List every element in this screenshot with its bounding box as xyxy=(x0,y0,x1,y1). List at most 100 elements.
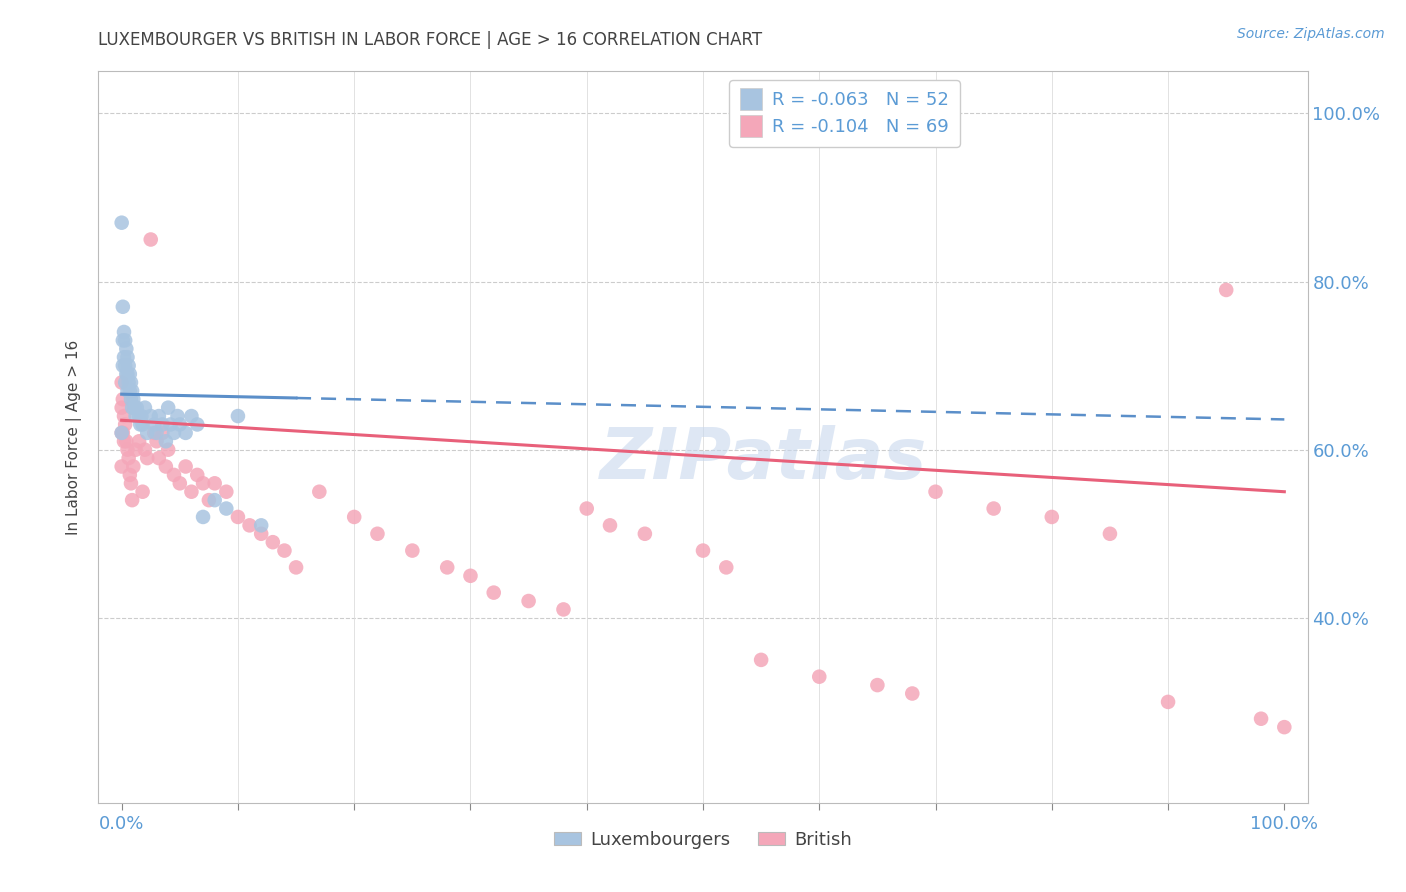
Point xyxy=(120,376,142,390)
Point xyxy=(250,526,273,541)
Point xyxy=(155,459,177,474)
Point xyxy=(143,417,166,432)
Point xyxy=(163,467,186,482)
Point xyxy=(204,493,226,508)
Point xyxy=(134,442,156,457)
Point xyxy=(262,535,284,549)
Point xyxy=(111,392,134,407)
Y-axis label: In Labor Force | Age > 16: In Labor Force | Age > 16 xyxy=(66,340,83,534)
Point xyxy=(482,585,505,599)
Point xyxy=(131,409,153,423)
Point xyxy=(186,467,208,482)
Point xyxy=(131,484,153,499)
Point xyxy=(121,401,143,415)
Point xyxy=(145,425,167,440)
Point xyxy=(436,560,458,574)
Point xyxy=(1098,526,1121,541)
Point xyxy=(215,484,238,499)
Point xyxy=(983,501,1005,516)
Point xyxy=(139,409,162,423)
Point xyxy=(128,409,150,423)
Point xyxy=(134,401,156,415)
Point xyxy=(150,417,173,432)
Point xyxy=(308,484,330,499)
Point xyxy=(157,401,180,415)
Point xyxy=(215,501,238,516)
Point xyxy=(163,425,186,440)
Point xyxy=(145,434,167,449)
Point xyxy=(148,409,170,423)
Point xyxy=(166,409,188,423)
Point xyxy=(117,350,139,364)
Point xyxy=(128,434,150,449)
Point xyxy=(117,367,139,381)
Point xyxy=(120,476,142,491)
Point xyxy=(111,334,134,348)
Legend: Luxembourgers, British: Luxembourgers, British xyxy=(547,823,859,856)
Point xyxy=(111,425,134,440)
Point xyxy=(1040,510,1063,524)
Point xyxy=(634,526,657,541)
Point xyxy=(285,560,308,574)
Point xyxy=(273,543,295,558)
Point xyxy=(198,493,221,508)
Point xyxy=(115,367,138,381)
Point xyxy=(148,451,170,466)
Point xyxy=(136,425,159,440)
Point xyxy=(716,560,738,574)
Point xyxy=(121,384,143,398)
Point xyxy=(169,417,191,432)
Point xyxy=(460,569,482,583)
Point xyxy=(118,376,141,390)
Point xyxy=(186,417,208,432)
Point xyxy=(1272,720,1295,734)
Point xyxy=(136,451,159,466)
Point xyxy=(155,434,177,449)
Point xyxy=(120,392,142,407)
Point xyxy=(114,417,136,432)
Point xyxy=(150,425,173,440)
Point xyxy=(122,392,145,407)
Point xyxy=(366,526,388,541)
Point xyxy=(131,417,153,432)
Point xyxy=(692,543,714,558)
Point xyxy=(118,451,141,466)
Text: ZIPatlas: ZIPatlas xyxy=(600,425,927,493)
Point xyxy=(1250,712,1272,726)
Point xyxy=(174,459,197,474)
Point xyxy=(517,594,540,608)
Point xyxy=(401,543,423,558)
Point xyxy=(139,233,162,247)
Point xyxy=(112,325,135,339)
Point xyxy=(191,476,214,491)
Point xyxy=(122,459,145,474)
Point xyxy=(111,425,134,440)
Point xyxy=(226,510,249,524)
Point xyxy=(143,425,166,440)
Point xyxy=(111,359,134,373)
Point xyxy=(121,493,143,508)
Point xyxy=(575,501,598,516)
Point xyxy=(124,409,146,423)
Point xyxy=(114,376,136,390)
Point xyxy=(250,518,273,533)
Point xyxy=(112,409,135,423)
Point xyxy=(129,417,152,432)
Point xyxy=(191,510,214,524)
Point xyxy=(169,476,191,491)
Point xyxy=(117,442,139,457)
Point xyxy=(111,459,134,474)
Point xyxy=(111,216,134,230)
Point xyxy=(111,425,134,440)
Point xyxy=(118,467,141,482)
Point xyxy=(111,401,134,415)
Point xyxy=(124,401,146,415)
Point xyxy=(599,518,621,533)
Text: Source: ZipAtlas.com: Source: ZipAtlas.com xyxy=(1237,27,1385,41)
Point xyxy=(124,442,146,457)
Point xyxy=(866,678,889,692)
Point xyxy=(125,401,148,415)
Point xyxy=(901,686,924,700)
Point xyxy=(343,510,366,524)
Point xyxy=(1157,695,1180,709)
